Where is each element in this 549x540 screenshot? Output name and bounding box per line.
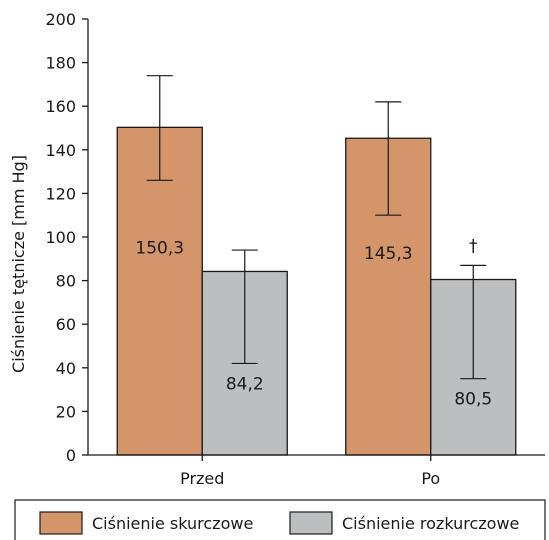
y-tick-label: 160 [45,97,76,116]
legend-swatch-systolic [39,511,83,535]
y-tick-label: 140 [45,141,76,160]
y-axis-title: Ciśnienie tętnicze [mm Hg] [9,155,28,373]
y-tick-label: 60 [56,315,76,334]
y-tick-label: 40 [56,359,76,378]
significance-marker: † [469,236,478,256]
data-label-po-diastolic: 80,5 [454,390,492,410]
legend-label-systolic: Ciśnienie skurczowe [92,514,253,533]
y-tick-label: 120 [45,184,76,203]
y-tick-label: 20 [56,402,76,421]
y-tick-label: 80 [56,272,76,291]
y-tick-label: 100 [45,228,76,247]
bar-przed-systolic [116,126,203,456]
legend-frame [14,499,546,540]
legend: Ciśnienie skurczowe Ciśnienie rozkurczow… [14,499,546,540]
y-axis: 0 20 40 60 80 100 120 140 160 180 200 [45,10,89,465]
x-tick-label-po: Po [421,469,440,488]
legend-label-diastolic: Ciśnienie rozkurczowe [342,514,519,533]
x-axis: Przed Po [88,454,545,488]
data-label-przed-diastolic: 84,2 [226,374,264,394]
y-tick-label: 180 [45,54,76,73]
x-tick-label-przed: Przed [180,469,224,488]
data-label-przed-systolic: 150,3 [135,239,184,259]
data-label-po-systolic: 145,3 [364,244,413,264]
y-tick-label: 0 [66,446,76,465]
bars-layer: 150,3 84,2 145,3 80,5 † [116,75,517,456]
y-tick-label: 200 [45,10,76,29]
legend-swatch-diastolic [289,511,333,535]
